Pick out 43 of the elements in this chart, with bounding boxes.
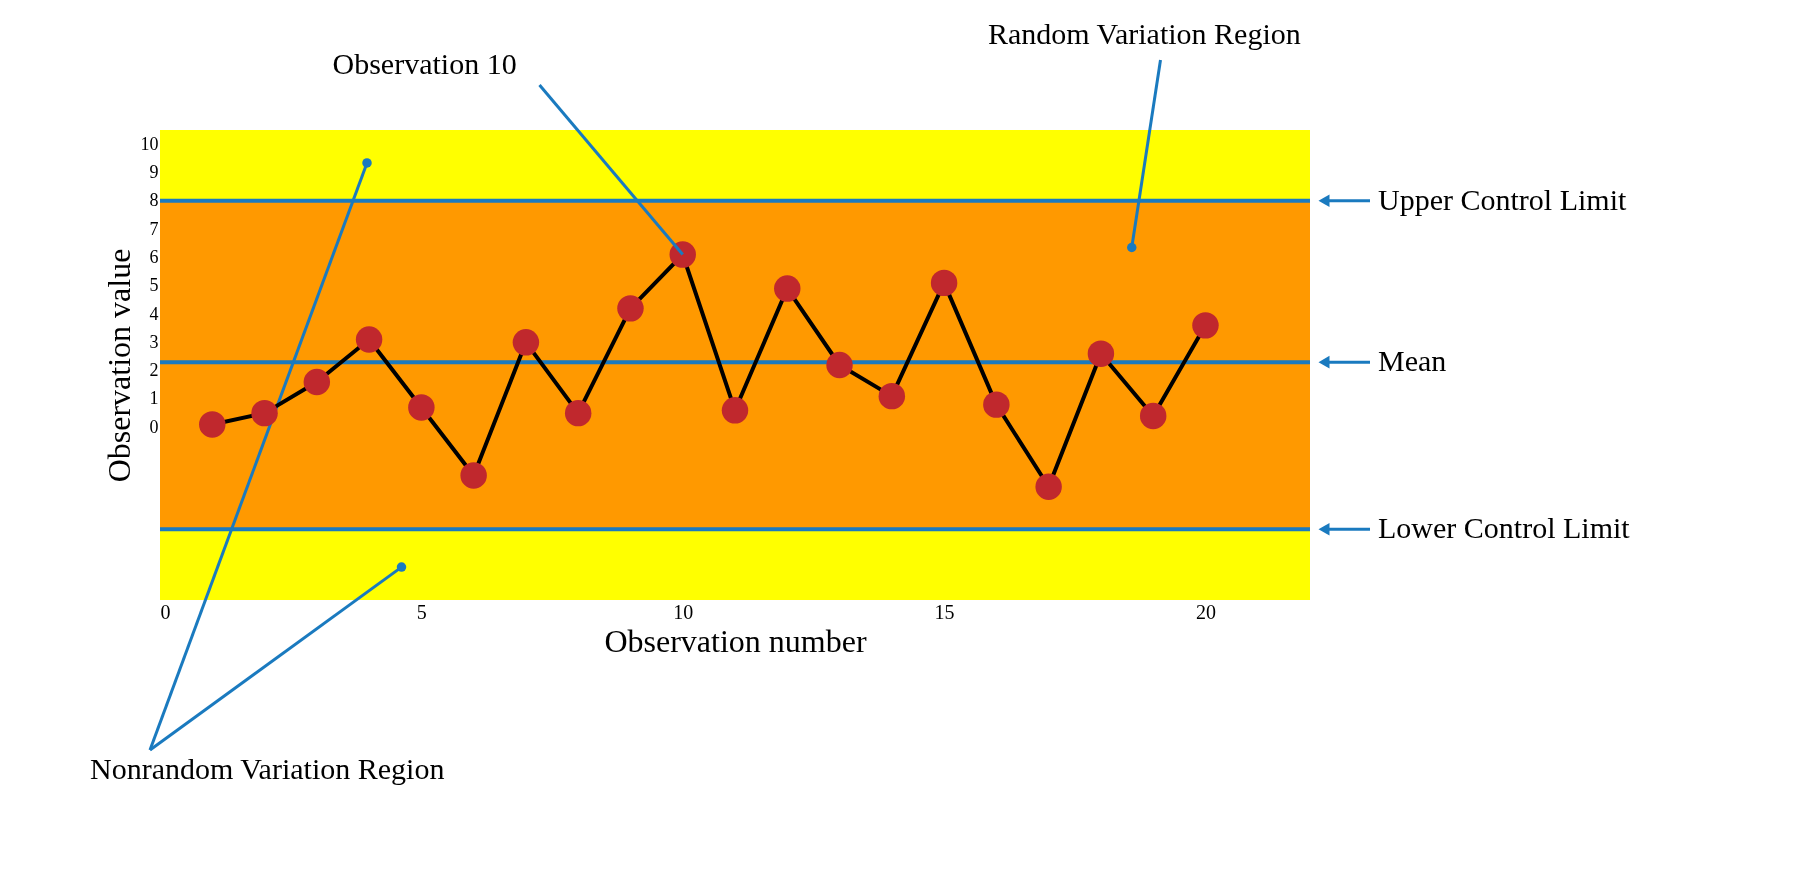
y-tick-label: 0 — [149, 416, 159, 437]
y-tick-label: 3 — [149, 331, 159, 352]
y-tick-label: 4 — [149, 303, 159, 324]
point — [1192, 312, 1219, 339]
y-tick-label: 2 — [149, 360, 159, 381]
x-axis-title: Observation number — [604, 622, 867, 659]
point — [303, 368, 331, 396]
point — [355, 326, 383, 353]
y-tick-label: 6 — [149, 246, 159, 267]
y-tick-label: 8 — [149, 190, 159, 211]
point — [408, 394, 435, 421]
x-tick-label: 15 — [934, 600, 955, 623]
point — [251, 399, 278, 427]
y-tick-label: 9 — [149, 161, 159, 182]
point — [826, 351, 853, 379]
annotation: Observation 10 — [332, 47, 517, 80]
point — [930, 269, 958, 297]
y-axis-title: Observation value — [100, 248, 137, 483]
y-tick-label: 5 — [149, 275, 159, 296]
y-tick-label: 10 — [140, 133, 159, 154]
ref-line-label: Upper Control Limit — [1378, 182, 1627, 216]
ref-line-label: Mean — [1378, 344, 1447, 378]
y-tick-label: 7 — [149, 218, 159, 239]
point — [669, 241, 696, 268]
point — [774, 275, 801, 302]
point — [460, 462, 487, 489]
x-tick-label: 5 — [416, 600, 427, 623]
band-label: Nonrandom Variation Region — [90, 752, 445, 785]
point — [564, 399, 592, 427]
y-tick-label: 1 — [149, 388, 159, 409]
band-label: Random Variation Region — [988, 17, 1301, 50]
point — [617, 295, 644, 322]
point — [1139, 402, 1167, 430]
ref-line-label: Lower Control Limit — [1378, 511, 1631, 545]
point — [1087, 340, 1115, 367]
x-tick-label: 20 — [1195, 600, 1216, 623]
point — [512, 329, 540, 356]
point — [1035, 473, 1062, 500]
x-tick-label: 10 — [673, 600, 694, 623]
point — [983, 391, 1010, 418]
point — [878, 382, 906, 410]
point — [721, 397, 749, 424]
point — [199, 411, 226, 438]
